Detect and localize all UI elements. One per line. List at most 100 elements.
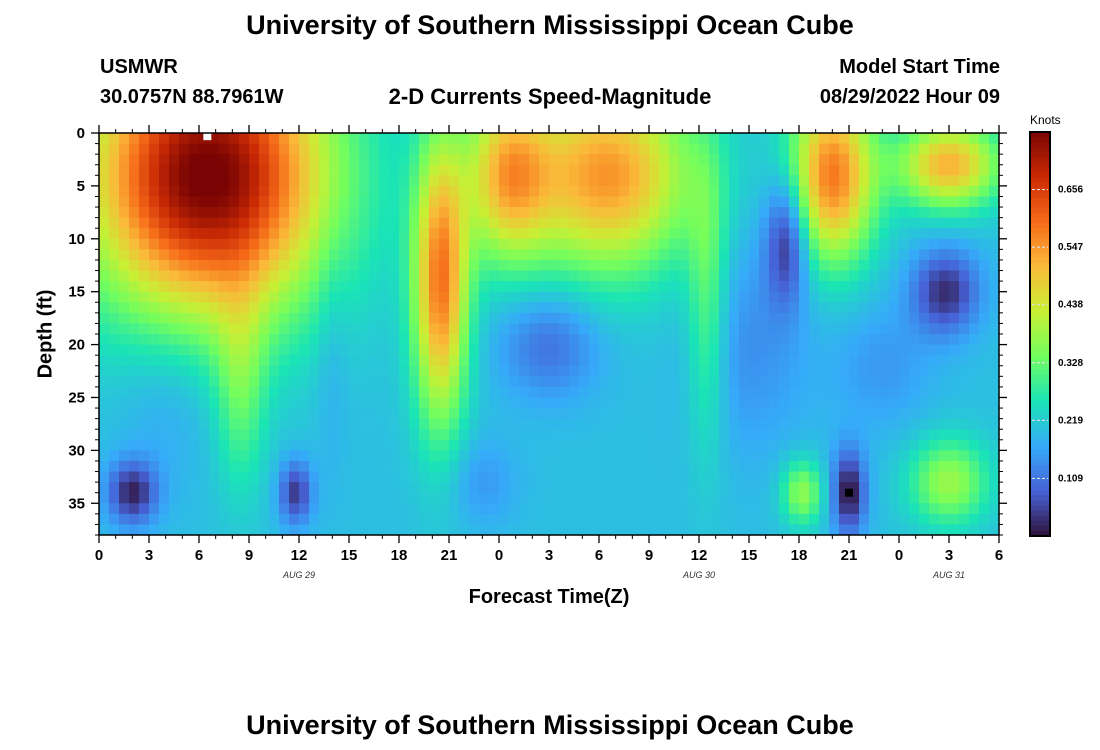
heatmap-cell bbox=[819, 397, 830, 409]
heatmap-cell bbox=[519, 249, 530, 261]
heatmap-cell bbox=[199, 323, 210, 335]
heatmap-cell bbox=[319, 302, 330, 314]
heatmap-cell bbox=[719, 175, 730, 187]
heatmap-cell bbox=[959, 355, 970, 367]
heatmap-cell bbox=[109, 249, 120, 261]
heatmap-cell bbox=[749, 503, 760, 515]
heatmap-cell bbox=[179, 175, 190, 187]
heatmap-cell bbox=[369, 323, 380, 335]
heatmap-cell bbox=[159, 154, 170, 166]
colorbar-swatch bbox=[1030, 349, 1050, 355]
heatmap-cell bbox=[539, 143, 550, 155]
heatmap-cell bbox=[619, 238, 630, 250]
heatmap-cell bbox=[469, 408, 480, 420]
heatmap-cell bbox=[639, 291, 650, 303]
heatmap-cell bbox=[179, 344, 190, 356]
heatmap-cell bbox=[349, 439, 360, 451]
heatmap-cell bbox=[759, 492, 770, 504]
heatmap-cell bbox=[359, 323, 370, 335]
colorbar-swatch bbox=[1030, 192, 1050, 199]
heatmap-cell bbox=[809, 238, 820, 250]
heatmap-cell bbox=[939, 482, 950, 494]
heatmap-cell bbox=[499, 312, 510, 324]
heatmap-cell bbox=[679, 418, 690, 430]
heatmap-cell bbox=[619, 429, 630, 441]
heatmap-cell bbox=[719, 503, 730, 515]
heatmap-cell bbox=[429, 492, 440, 504]
heatmap-cell bbox=[359, 503, 370, 515]
heatmap-cell bbox=[499, 450, 510, 462]
heatmap-cell bbox=[189, 185, 200, 197]
heatmap-cell bbox=[959, 492, 970, 504]
heatmap-cell bbox=[989, 185, 1000, 197]
heatmap-cell bbox=[269, 376, 280, 388]
heatmap-cell bbox=[409, 492, 420, 504]
heatmap-cell bbox=[479, 471, 490, 483]
heatmap-cell bbox=[379, 281, 390, 293]
heatmap-cell bbox=[479, 344, 490, 356]
heatmap-cell bbox=[459, 217, 470, 229]
heatmap-cell bbox=[539, 312, 550, 324]
heatmap-cell bbox=[619, 281, 630, 293]
heatmap-cell bbox=[799, 270, 810, 282]
heatmap-cell bbox=[389, 439, 400, 451]
heatmap-cell bbox=[919, 471, 930, 483]
heatmap-cell bbox=[799, 386, 810, 398]
heatmap-cell bbox=[169, 460, 180, 472]
heatmap-cell bbox=[969, 281, 980, 293]
heatmap-cell bbox=[669, 450, 680, 462]
heatmap-cell bbox=[309, 228, 320, 240]
heatmap-cell bbox=[149, 143, 160, 155]
heatmap-cell bbox=[559, 154, 570, 166]
heatmap-cell bbox=[159, 482, 170, 494]
heatmap-cell bbox=[839, 217, 850, 229]
heatmap-cell bbox=[289, 334, 300, 345]
heatmap-cell bbox=[719, 460, 730, 472]
heatmap-cell bbox=[189, 164, 200, 176]
heatmap-cell bbox=[549, 185, 560, 197]
heatmap-cell bbox=[889, 133, 900, 144]
heatmap-cell bbox=[819, 524, 830, 536]
heatmap-cell bbox=[409, 397, 420, 409]
colorbar-swatch bbox=[1030, 248, 1050, 254]
heatmap-cell bbox=[219, 175, 230, 187]
heatmap-cell bbox=[159, 365, 170, 377]
x-tick-label: 0 bbox=[495, 547, 503, 564]
heatmap-cell bbox=[789, 259, 800, 271]
heatmap-cell bbox=[659, 482, 670, 494]
heatmap-cell bbox=[969, 196, 980, 208]
heatmap-cell bbox=[919, 323, 930, 335]
heatmap-cell bbox=[249, 312, 260, 324]
heatmap-cell bbox=[549, 217, 560, 229]
heatmap-cell bbox=[219, 450, 230, 462]
heatmap-cell bbox=[829, 492, 840, 504]
heatmap-cell bbox=[189, 291, 200, 303]
heatmap-cell bbox=[729, 259, 740, 271]
heatmap-cell bbox=[929, 450, 940, 462]
heatmap-cell bbox=[249, 408, 260, 420]
heatmap-cell bbox=[319, 482, 330, 494]
heatmap-cell bbox=[859, 164, 870, 176]
heatmap-cell bbox=[279, 524, 290, 536]
heatmap-cell bbox=[349, 408, 360, 420]
heatmap-cell bbox=[329, 133, 340, 144]
heatmap-cell bbox=[919, 439, 930, 451]
heatmap-cell bbox=[719, 355, 730, 367]
heatmap-cell bbox=[989, 207, 1000, 219]
heatmap-cell bbox=[979, 270, 990, 282]
heatmap-cell bbox=[779, 471, 790, 483]
heatmap-cell bbox=[809, 228, 820, 240]
heatmap-cell bbox=[799, 228, 810, 240]
heatmap-cell bbox=[909, 207, 920, 219]
heatmap-cell bbox=[509, 460, 520, 472]
heatmap-cell bbox=[989, 217, 1000, 229]
heatmap-cell bbox=[159, 312, 170, 324]
heatmap-cell bbox=[219, 312, 230, 324]
heatmap-cell bbox=[959, 259, 970, 271]
heatmap-cell bbox=[249, 386, 260, 398]
heatmap-cell bbox=[269, 408, 280, 420]
colorbar-swatch bbox=[1030, 460, 1050, 466]
heatmap-cell bbox=[669, 471, 680, 483]
heatmap-cell bbox=[399, 365, 410, 377]
heatmap-cell bbox=[269, 344, 280, 356]
